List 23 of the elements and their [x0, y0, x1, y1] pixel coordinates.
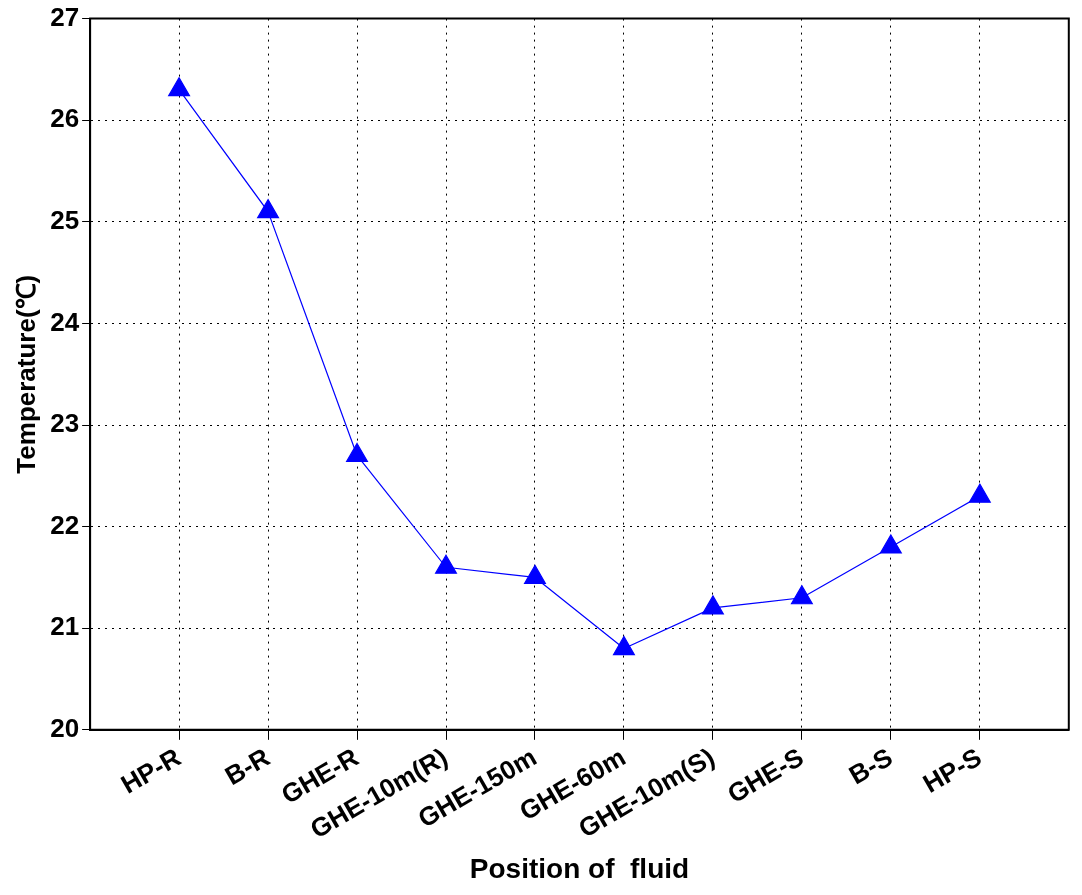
- point: [523, 564, 546, 585]
- y-tick-label: 20: [50, 712, 80, 743]
- point: [257, 199, 280, 219]
- y-tick-label: 27: [50, 1, 80, 32]
- point: [346, 442, 369, 463]
- x-tick-label: B-S: [843, 741, 898, 791]
- point: [612, 635, 635, 656]
- y-tick-label: 26: [50, 103, 80, 134]
- y-tick-label: 24: [50, 306, 80, 337]
- y-tick-label: 21: [50, 611, 80, 642]
- y-tick-label: 23: [50, 408, 80, 439]
- point: [879, 534, 902, 554]
- y-tick-label: 22: [50, 509, 80, 540]
- point: [168, 77, 191, 97]
- x-tick-label: HP-S: [917, 741, 987, 799]
- x-tick-label: B-R: [219, 741, 275, 791]
- y-axis-title: Temperature(℃): [10, 274, 41, 474]
- point: [790, 585, 813, 605]
- x-axis-title: Position of fluid: [469, 852, 690, 884]
- y-tick-label: 25: [50, 204, 80, 235]
- point: [701, 595, 724, 615]
- point: [968, 483, 991, 503]
- point: [435, 554, 457, 574]
